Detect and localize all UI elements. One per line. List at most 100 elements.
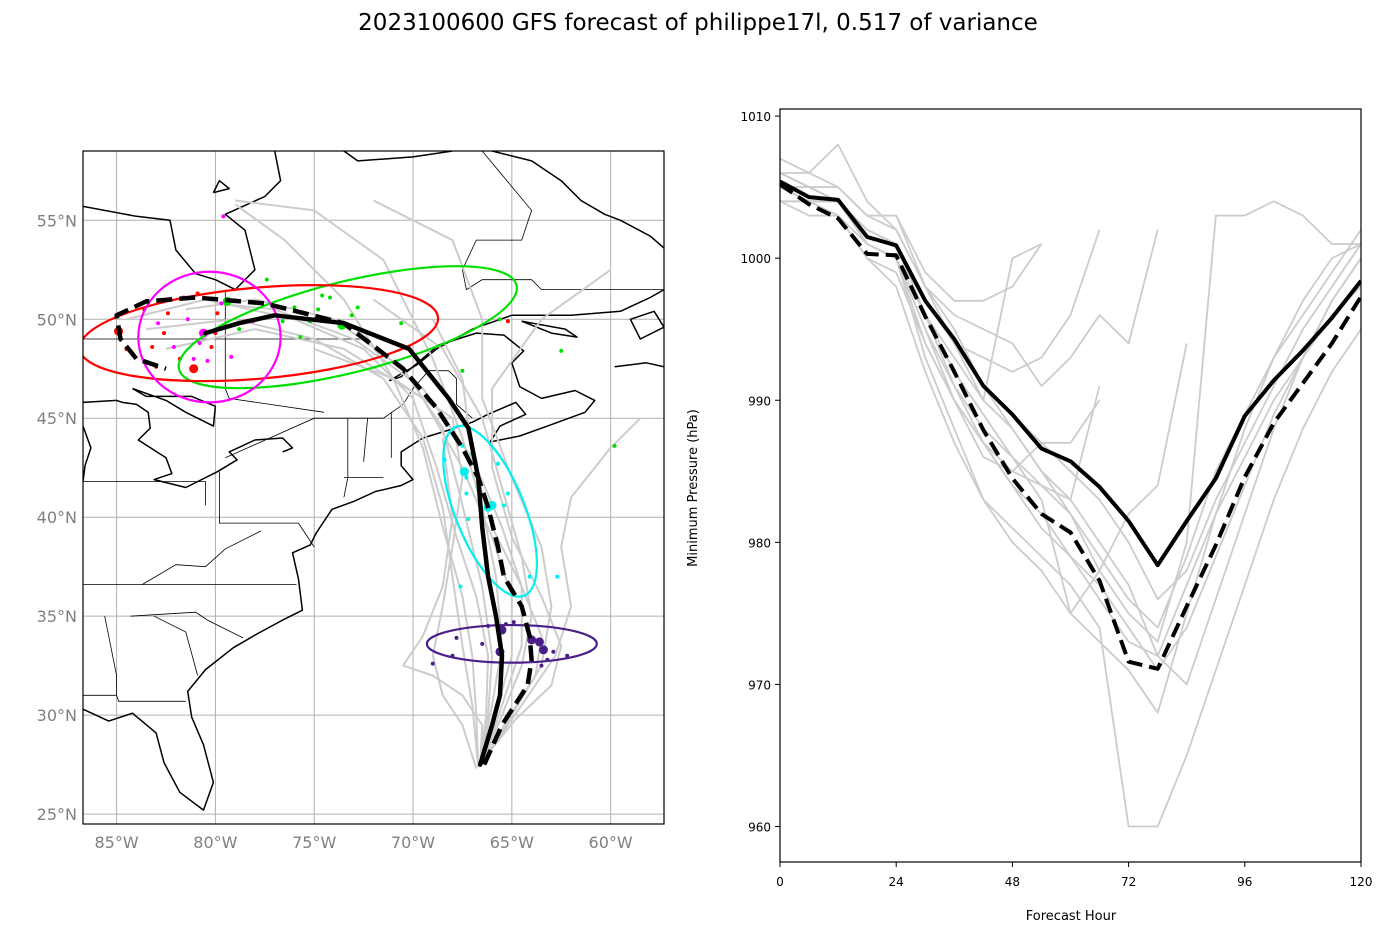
- boundary-line: [298, 522, 315, 548]
- member-position-marker: [237, 327, 242, 332]
- boundary-line: [83, 694, 186, 702]
- member-position-marker: [185, 317, 190, 322]
- member-position-marker: [458, 584, 463, 589]
- member-position-marker: [497, 317, 502, 322]
- member-position-marker: [209, 344, 214, 349]
- ensemble-track: [126, 298, 490, 765]
- y-tick-label: 1010: [740, 110, 771, 124]
- boundary-line: [104, 616, 117, 696]
- member-position-marker: [162, 331, 167, 336]
- member-position-marker-large: [459, 467, 469, 477]
- x-tick-label: 120: [1350, 875, 1373, 889]
- coastline: [83, 332, 596, 811]
- ensemble-tracks: [126, 199, 642, 769]
- map-background: [83, 151, 664, 824]
- y-tick-label: 1000: [740, 252, 771, 266]
- coastline: [83, 399, 294, 489]
- uncertainty-ellipse: [425, 623, 598, 664]
- member-position-marker: [527, 574, 532, 579]
- coastline: [83, 205, 216, 281]
- member-position-marker: [229, 354, 234, 359]
- member-position-marker: [197, 341, 202, 346]
- map-coastlines: [83, 151, 664, 811]
- pressure-chart-panel: 0 24 48 72 96 120 960 970 980 990 1000 1010 Forecas…: [686, 108, 1372, 924]
- member-position-marker: [264, 277, 269, 282]
- pressure-ensemble-line: [780, 186, 1361, 657]
- member-position-marker: [320, 293, 325, 298]
- pressure-ticks: 0 24 48 72 96 120 960 970 980 990 1000 1010: [740, 110, 1372, 889]
- member-position-marker: [539, 663, 544, 668]
- member-position-marker: [464, 491, 469, 496]
- ensemble-track: [146, 318, 480, 767]
- coastline: [343, 151, 453, 162]
- ensemble-track: [483, 417, 642, 760]
- map-tick-labels: 85°W 80°W 75°W 70°W 65°W 60°W 25°N 30°N 35°N 40°N…: [37, 211, 633, 852]
- coastline: [388, 288, 664, 382]
- coastline: [629, 310, 664, 340]
- uncertainty-ellipses: [83, 265, 598, 664]
- uncertainty-ellipse: [177, 265, 519, 390]
- member-position-marker: [165, 311, 170, 316]
- boundary-line: [153, 615, 198, 676]
- x-tick-label: 48: [1005, 875, 1020, 889]
- member-position-marker: [156, 321, 161, 326]
- pressure-deterministic-line: [780, 182, 1361, 671]
- member-position-marker: [219, 301, 224, 306]
- member-position-marker: [399, 321, 404, 326]
- boundary-line: [218, 471, 299, 524]
- boundary-line: [224, 289, 325, 413]
- y-tick-label: 990: [748, 394, 771, 408]
- member-position-marker: [316, 307, 321, 312]
- pressure-ensemble-line: [780, 172, 1361, 643]
- ensemble-track: [215, 302, 523, 760]
- lon-tick-label: 70°W: [391, 833, 435, 852]
- lat-tick-label: 35°N: [37, 607, 77, 626]
- x-tick-label: 0: [776, 875, 784, 889]
- member-position-marker: [559, 348, 564, 353]
- member-position-marker: [501, 503, 506, 508]
- coastline: [491, 151, 664, 249]
- member-position-marker: [505, 319, 510, 324]
- pressure-mean-line: [780, 179, 1361, 568]
- member-position-marker: [191, 356, 196, 361]
- ensemble-track: [165, 328, 513, 761]
- lat-tick-label: 55°N: [37, 211, 77, 230]
- x-tick-label: 96: [1237, 875, 1252, 889]
- ensemble-track: [234, 203, 480, 767]
- lat-tick-label: 50°N: [37, 310, 77, 329]
- y-tick-label: 970: [748, 678, 771, 692]
- member-position-marker: [466, 517, 471, 522]
- lon-tick-label: 65°W: [490, 833, 534, 852]
- member-position-marker-large: [535, 637, 544, 647]
- member-position-marker: [221, 214, 226, 219]
- coastline: [614, 362, 664, 368]
- pressure-frame: [779, 108, 1362, 863]
- member-position-marker: [298, 335, 303, 340]
- lat-tick-label: 40°N: [37, 508, 77, 527]
- member-position-marker: [511, 620, 516, 625]
- member-position-marker: [464, 475, 469, 480]
- member-position-marker: [555, 574, 560, 579]
- member-position-marker: [215, 311, 220, 316]
- pressure-ensemble-line: [780, 200, 1101, 501]
- member-position-marker: [551, 649, 556, 654]
- boundary-line: [142, 530, 262, 585]
- y-tick-label: 980: [748, 536, 771, 550]
- ensemble-track: [372, 298, 533, 763]
- lat-tick-label: 25°N: [37, 805, 77, 824]
- member-position-marker-large: [189, 364, 199, 374]
- boundary-line: [130, 611, 244, 639]
- member-position-marker: [612, 443, 617, 448]
- coastline: [521, 320, 578, 338]
- member-position-marker: [355, 305, 360, 310]
- pressure-ensemble-line: [780, 171, 1043, 302]
- member-position-marker: [454, 635, 459, 640]
- x-tick-label: 24: [889, 875, 904, 889]
- member-position-marker: [349, 313, 354, 318]
- boundary-line: [225, 370, 473, 459]
- x-tick-label: 72: [1121, 875, 1136, 889]
- member-position-marker: [205, 358, 210, 363]
- pressure-ensemble-line: [780, 172, 1361, 601]
- pressure-main-lines: [780, 179, 1361, 671]
